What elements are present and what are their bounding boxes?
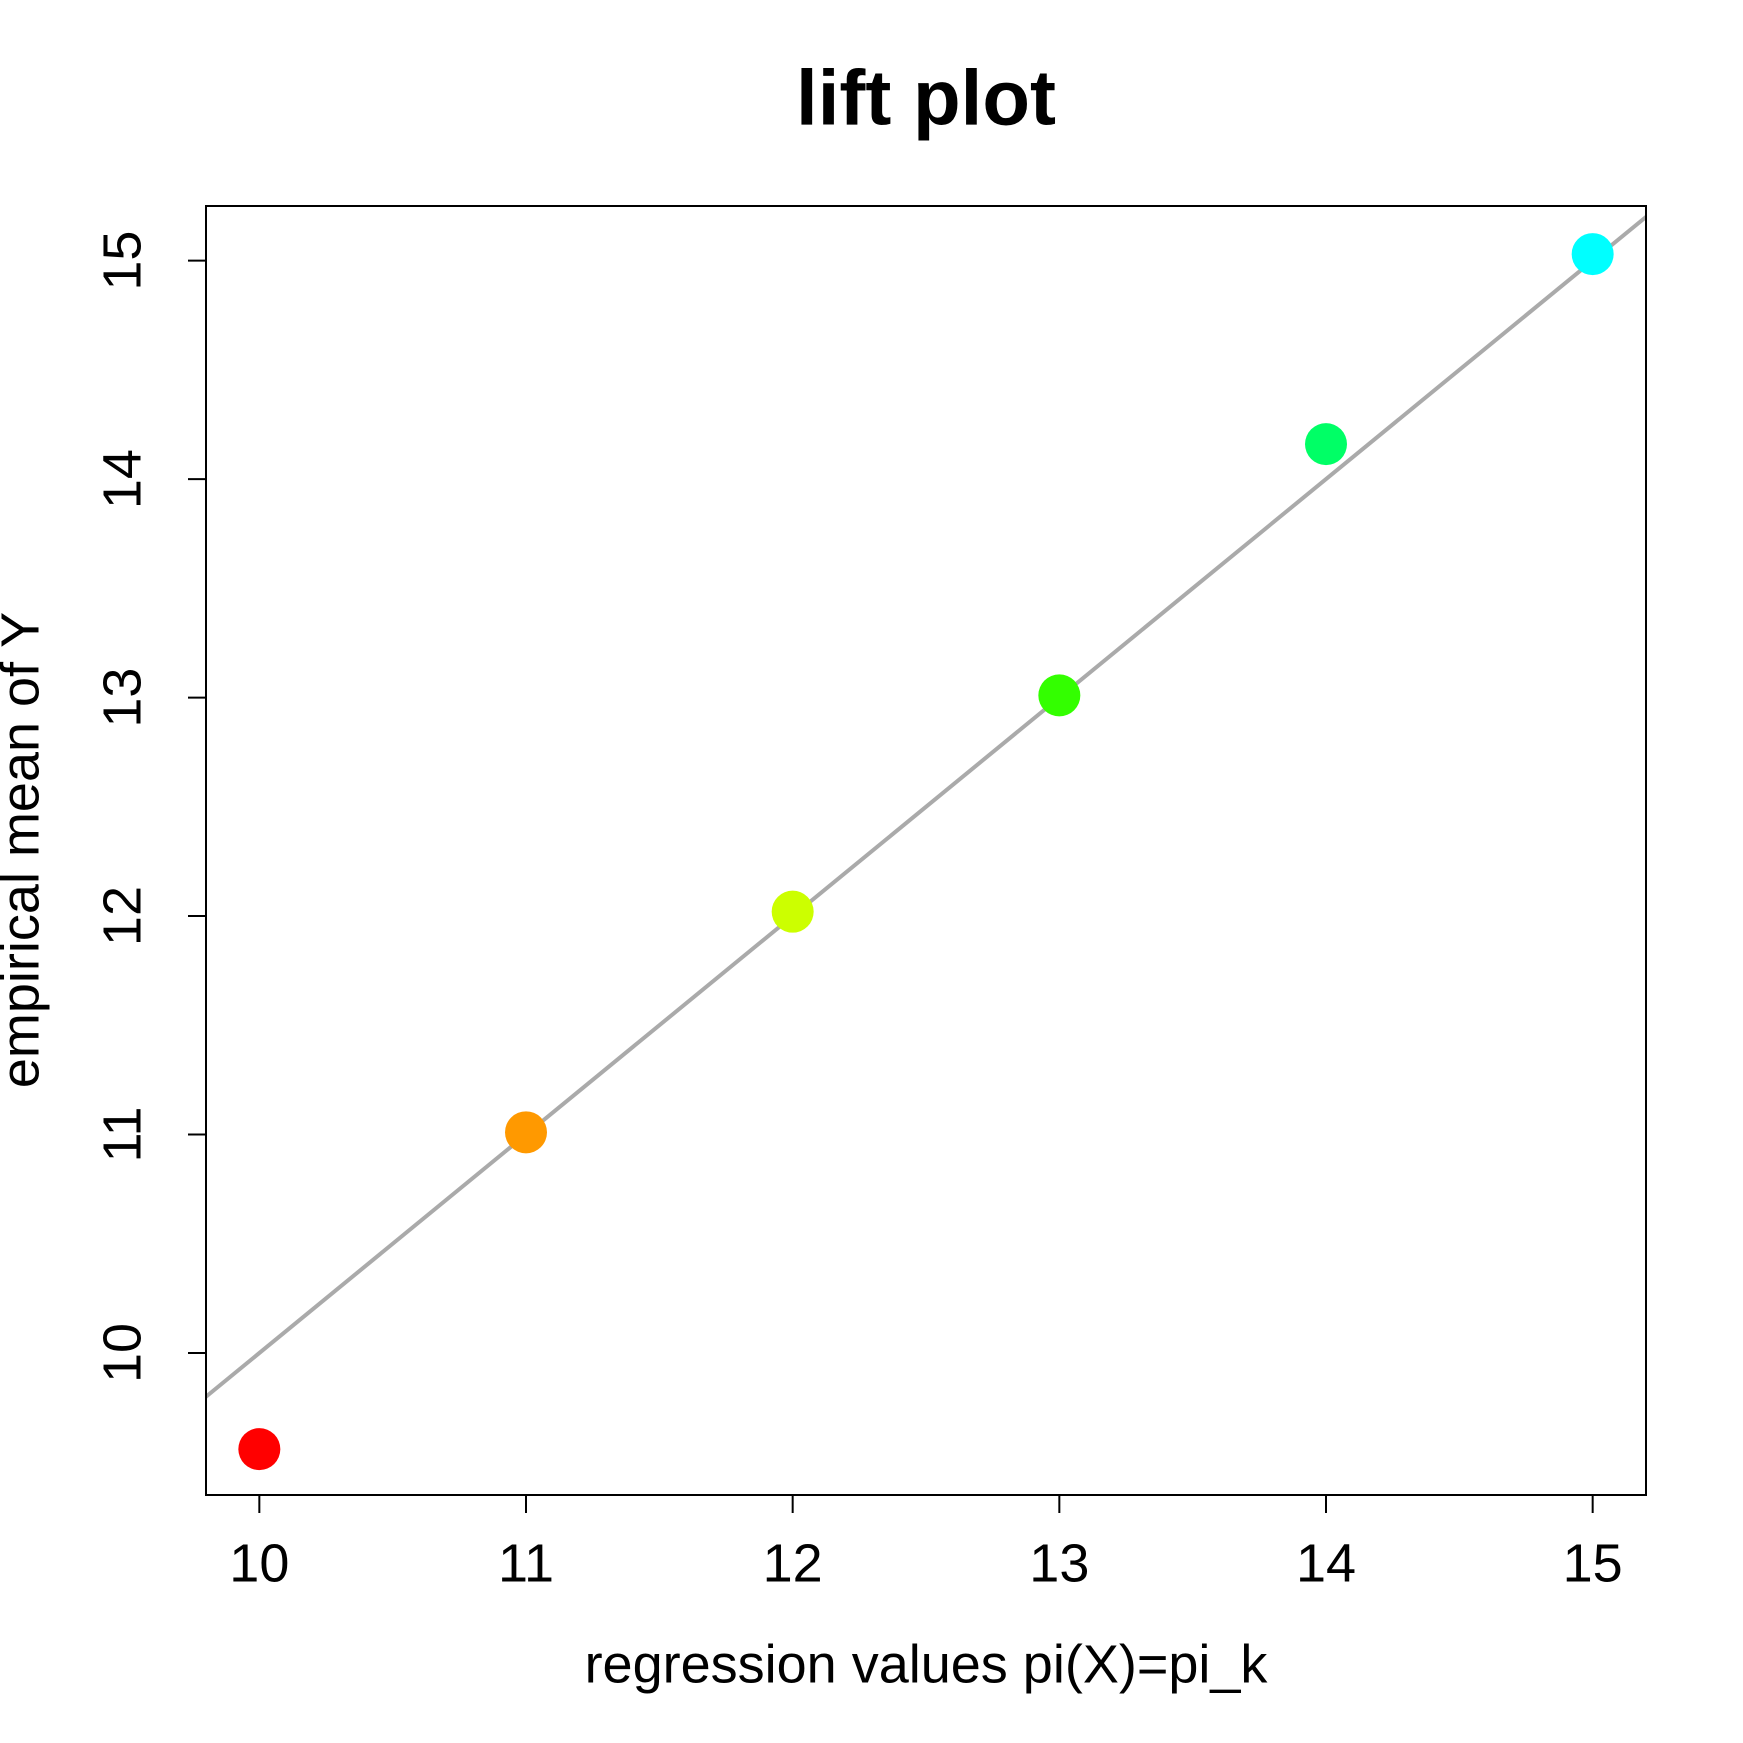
x-tick-label: 14 (1296, 1533, 1356, 1593)
x-tick-label: 15 (1563, 1533, 1623, 1593)
point (1571, 233, 1614, 276)
point (505, 1111, 547, 1154)
y-tick-label: 13 (92, 668, 152, 728)
y-tick-label: 14 (92, 449, 152, 509)
point (771, 890, 814, 933)
y-tick-label: 15 (92, 231, 152, 291)
y-tick-label: 10 (92, 1323, 152, 1383)
plot-frame (205, 205, 1647, 1496)
x-tick-label: 13 (1029, 1533, 1089, 1593)
x-tick-label: 10 (229, 1533, 289, 1593)
y-tick-label: 11 (92, 1106, 152, 1162)
x-axis-label: regression values pi(X)=pi_k (585, 1634, 1269, 1694)
x-tick-label: 11 (498, 1533, 554, 1593)
point (238, 1428, 281, 1471)
x-tick-label: 12 (763, 1533, 823, 1593)
reference-line (206, 214, 1646, 1400)
y-axis-label: empirical mean of Y (0, 612, 50, 1088)
chart-title: lift plot (796, 54, 1056, 142)
y-tick-label: 12 (92, 886, 152, 946)
point (1305, 423, 1347, 466)
point (1038, 674, 1081, 717)
